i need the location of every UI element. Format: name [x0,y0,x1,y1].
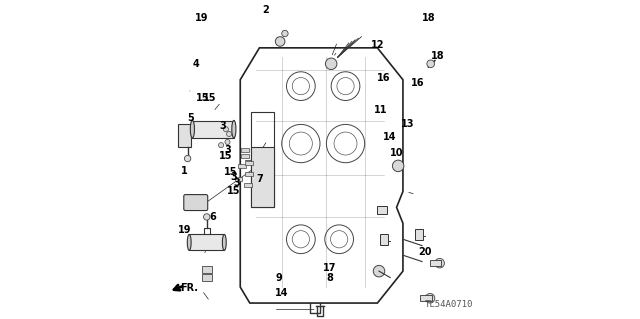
Circle shape [427,60,435,68]
Text: 3: 3 [230,172,237,182]
Text: 10: 10 [390,148,403,158]
Text: 20: 20 [419,247,432,257]
Text: 12: 12 [371,40,384,50]
Circle shape [373,265,385,277]
Text: 16: 16 [377,73,390,83]
Circle shape [392,160,404,172]
Text: 11: 11 [374,105,387,115]
Text: 3: 3 [234,178,241,189]
Circle shape [425,293,435,303]
Text: TL54A0710: TL54A0710 [425,300,473,309]
Ellipse shape [222,234,226,250]
Bar [202,266,212,273]
Bar [241,148,249,152]
Circle shape [435,258,444,268]
Text: 2: 2 [262,4,269,15]
Bar [238,164,246,168]
Text: 19: 19 [178,225,191,235]
Text: 1: 1 [181,166,188,176]
Bar [189,234,224,250]
Bar [202,274,212,281]
Text: 15: 15 [219,151,233,161]
Text: 15: 15 [227,186,241,197]
Text: 3: 3 [220,121,226,131]
Circle shape [282,30,288,37]
Circle shape [223,127,228,132]
Text: 6: 6 [210,212,216,222]
Bar [178,124,191,147]
Bar [378,206,387,214]
Circle shape [225,139,230,145]
Bar [252,147,274,207]
Text: 3: 3 [224,145,231,155]
Bar [193,121,234,138]
Text: 4: 4 [192,59,199,69]
Bar [430,260,441,266]
Text: 19: 19 [195,12,209,23]
Text: FR.: FR. [180,283,198,293]
Text: 17: 17 [323,263,337,273]
Text: 18: 18 [431,51,445,61]
Bar [235,177,243,181]
Ellipse shape [188,234,191,250]
Text: 7: 7 [256,174,263,184]
Circle shape [275,37,285,46]
Ellipse shape [190,121,195,138]
Bar [420,295,431,301]
Bar [244,183,252,187]
Text: 18: 18 [422,12,435,23]
Text: 14: 14 [275,288,289,299]
Text: 15: 15 [224,167,237,177]
Text: 16: 16 [410,78,424,88]
Ellipse shape [232,121,236,138]
Text: 15: 15 [203,93,217,103]
Bar [241,154,249,158]
Circle shape [325,58,337,70]
Circle shape [184,155,191,162]
Bar [245,172,253,176]
Bar [415,229,423,240]
Text: 15: 15 [196,93,209,103]
Text: 5: 5 [188,113,194,123]
Text: 14: 14 [383,132,397,142]
Text: 13: 13 [401,119,415,130]
Bar [245,161,253,165]
Circle shape [204,214,210,220]
Text: 9: 9 [275,272,282,283]
FancyBboxPatch shape [184,195,208,211]
Circle shape [218,143,223,148]
Circle shape [227,131,232,137]
Bar [380,234,388,245]
Text: 8: 8 [326,272,333,283]
